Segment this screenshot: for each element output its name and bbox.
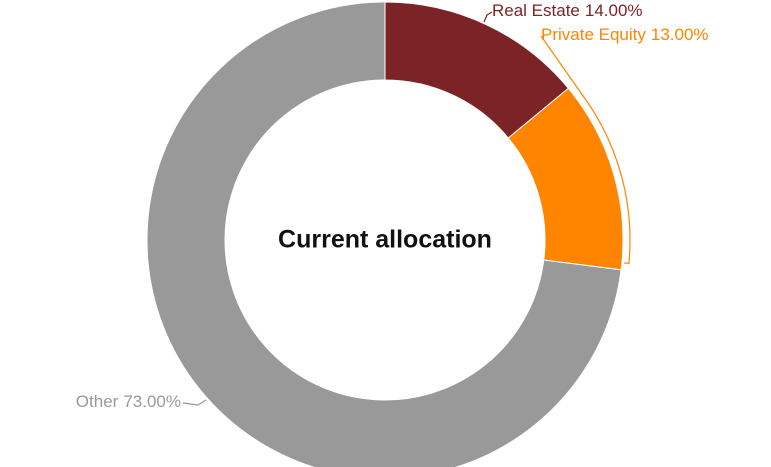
segment-label: Real Estate 14.00% xyxy=(492,1,643,20)
label-category: Private Equity xyxy=(541,25,646,44)
label-category: Other xyxy=(76,392,119,411)
segment-label: Other 73.00% xyxy=(76,392,181,411)
chart-title: Current allocation xyxy=(278,226,492,254)
label-leader xyxy=(182,399,207,406)
segment-label: Private Equity 13.00% xyxy=(541,25,709,44)
donut-segment xyxy=(146,1,622,467)
label-value: 13.00% xyxy=(651,25,709,44)
label-category: Real Estate xyxy=(492,1,580,20)
label-value: 73.00% xyxy=(123,392,181,411)
label-value: 14.00% xyxy=(585,1,643,20)
label-leader xyxy=(483,11,493,23)
label-leader xyxy=(540,35,631,265)
